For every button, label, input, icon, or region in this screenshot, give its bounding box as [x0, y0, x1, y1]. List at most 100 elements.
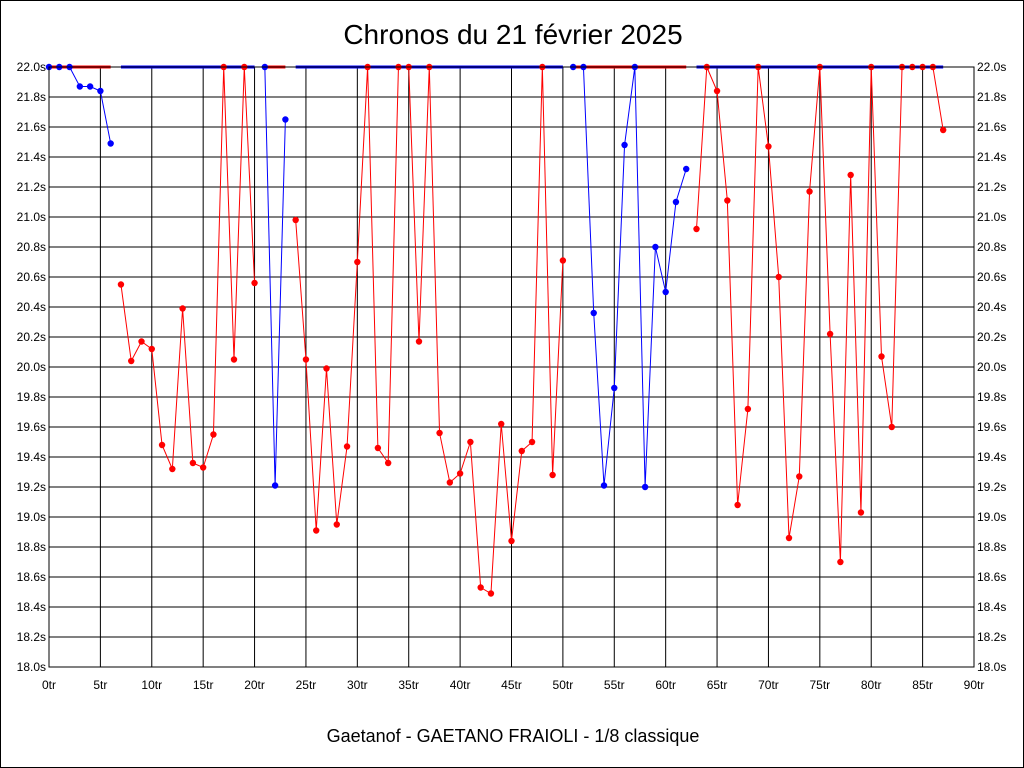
data-point [148, 345, 155, 353]
y-tick-label-left: 18.4s [17, 600, 46, 614]
data-point [354, 258, 361, 266]
y-tick-label-right: 21.4s [977, 150, 1006, 164]
data-point [282, 116, 289, 123]
data-point [939, 126, 947, 134]
data-point [559, 257, 567, 264]
y-tick-label-left: 19.8s [17, 390, 46, 404]
y-tick-label-left: 20.2s [17, 330, 46, 344]
data-point [847, 171, 854, 179]
series-line [573, 66, 687, 488]
data-point [826, 330, 834, 338]
data-point [436, 429, 443, 437]
y-tick-label-right: 20.2s [977, 330, 1006, 344]
series-line [295, 66, 564, 595]
data-point [456, 470, 464, 477]
x-tick-label: 75tr [809, 678, 830, 692]
data-point [611, 384, 618, 392]
data-point [189, 459, 197, 467]
y-tick-label-left: 19.6s [17, 420, 46, 434]
x-tick-label: 55tr [604, 678, 625, 692]
y-tick-label-left: 18.8s [17, 540, 46, 554]
data-point [97, 87, 104, 95]
data-point [158, 441, 166, 449]
x-tick-label: 40tr [450, 678, 471, 692]
y-tick-label-left: 19.0s [17, 510, 46, 524]
data-point [323, 365, 330, 372]
data-point [857, 509, 865, 516]
chart-title: Chronos du 21 février 2025 [343, 19, 682, 50]
x-tick-label: 25tr [296, 678, 317, 692]
data-point [652, 243, 659, 251]
x-tick-label: 45tr [501, 678, 522, 692]
y-tick-label-left: 21.2s [17, 180, 46, 194]
data-point [169, 465, 176, 473]
y-tick-label-right: 18.2s [977, 630, 1006, 644]
x-tick-label: 50tr [553, 678, 574, 692]
data-point [600, 482, 608, 489]
data-point [672, 198, 680, 206]
y-tick-label-right: 19.4s [977, 450, 1006, 464]
x-tick-label: 20tr [244, 678, 265, 692]
y-tick-label-right: 19.8s [977, 390, 1006, 404]
data-point [713, 87, 721, 95]
x-tick-label: 65tr [707, 678, 728, 692]
y-tick-label-left: 20.6s [17, 270, 46, 284]
data-point [179, 305, 186, 312]
x-tick-label: 0tr [42, 678, 56, 692]
data-point [128, 357, 135, 365]
y-tick-label-left: 18.2s [17, 630, 46, 644]
y-tick-label-left: 20.0s [17, 360, 46, 374]
y-tick-label-left: 21.4s [17, 150, 46, 164]
grid-lines [48, 66, 975, 668]
x-tick-label: 10tr [141, 678, 162, 692]
y-tick-label-right: 18.6s [977, 570, 1006, 584]
y-tick-label-right: 20.0s [977, 360, 1006, 374]
data-point [76, 83, 84, 90]
data-point [117, 281, 125, 288]
y-tick-label-right: 22.0s [977, 60, 1006, 74]
y-tick-label-left: 21.6s [17, 120, 46, 134]
data-point [837, 558, 844, 566]
series-lines [49, 66, 944, 595]
data-point [662, 288, 669, 296]
data-point [683, 165, 690, 173]
data-point [549, 471, 556, 479]
series-line [49, 66, 112, 144]
data-point [86, 83, 94, 90]
data-point [487, 590, 495, 597]
data-point [796, 473, 803, 480]
x-tick-label: 90tr [964, 678, 985, 692]
y-tick-label-right: 21.6s [977, 120, 1006, 134]
data-point [251, 279, 258, 287]
x-tick-label: 60tr [655, 678, 676, 692]
data-point [590, 309, 597, 317]
x-tick-label: 35tr [398, 678, 419, 692]
y-tick-label-right: 18.4s [977, 600, 1006, 614]
x-tick-label: 5tr [93, 678, 107, 692]
x-tick-label: 80tr [861, 678, 882, 692]
y-tick-label-left: 20.8s [17, 240, 46, 254]
data-point [477, 584, 484, 591]
data-point [292, 216, 299, 224]
data-point [210, 431, 217, 438]
y-tick-label-left: 20.4s [17, 300, 46, 314]
data-point [693, 225, 700, 233]
y-tick-label-right: 20.4s [977, 300, 1006, 314]
data-point [230, 356, 238, 363]
y-tick-label-left: 19.2s [17, 480, 46, 494]
data-point [775, 273, 782, 281]
data-point [384, 459, 392, 467]
y-tick-label-left: 18.0s [17, 660, 46, 674]
y-tick-label-right: 18.0s [977, 660, 1006, 674]
data-point [806, 188, 813, 195]
data-point [313, 527, 320, 534]
data-point [199, 464, 207, 471]
data-point [518, 447, 525, 455]
y-tick-label-left: 22.0s [17, 60, 46, 74]
data-point [415, 338, 423, 345]
chart-subtitle: Gaetanof - GAETANO FRAIOLI - 1/8 classiq… [327, 726, 700, 746]
data-point [508, 537, 515, 545]
data-point [734, 501, 741, 509]
